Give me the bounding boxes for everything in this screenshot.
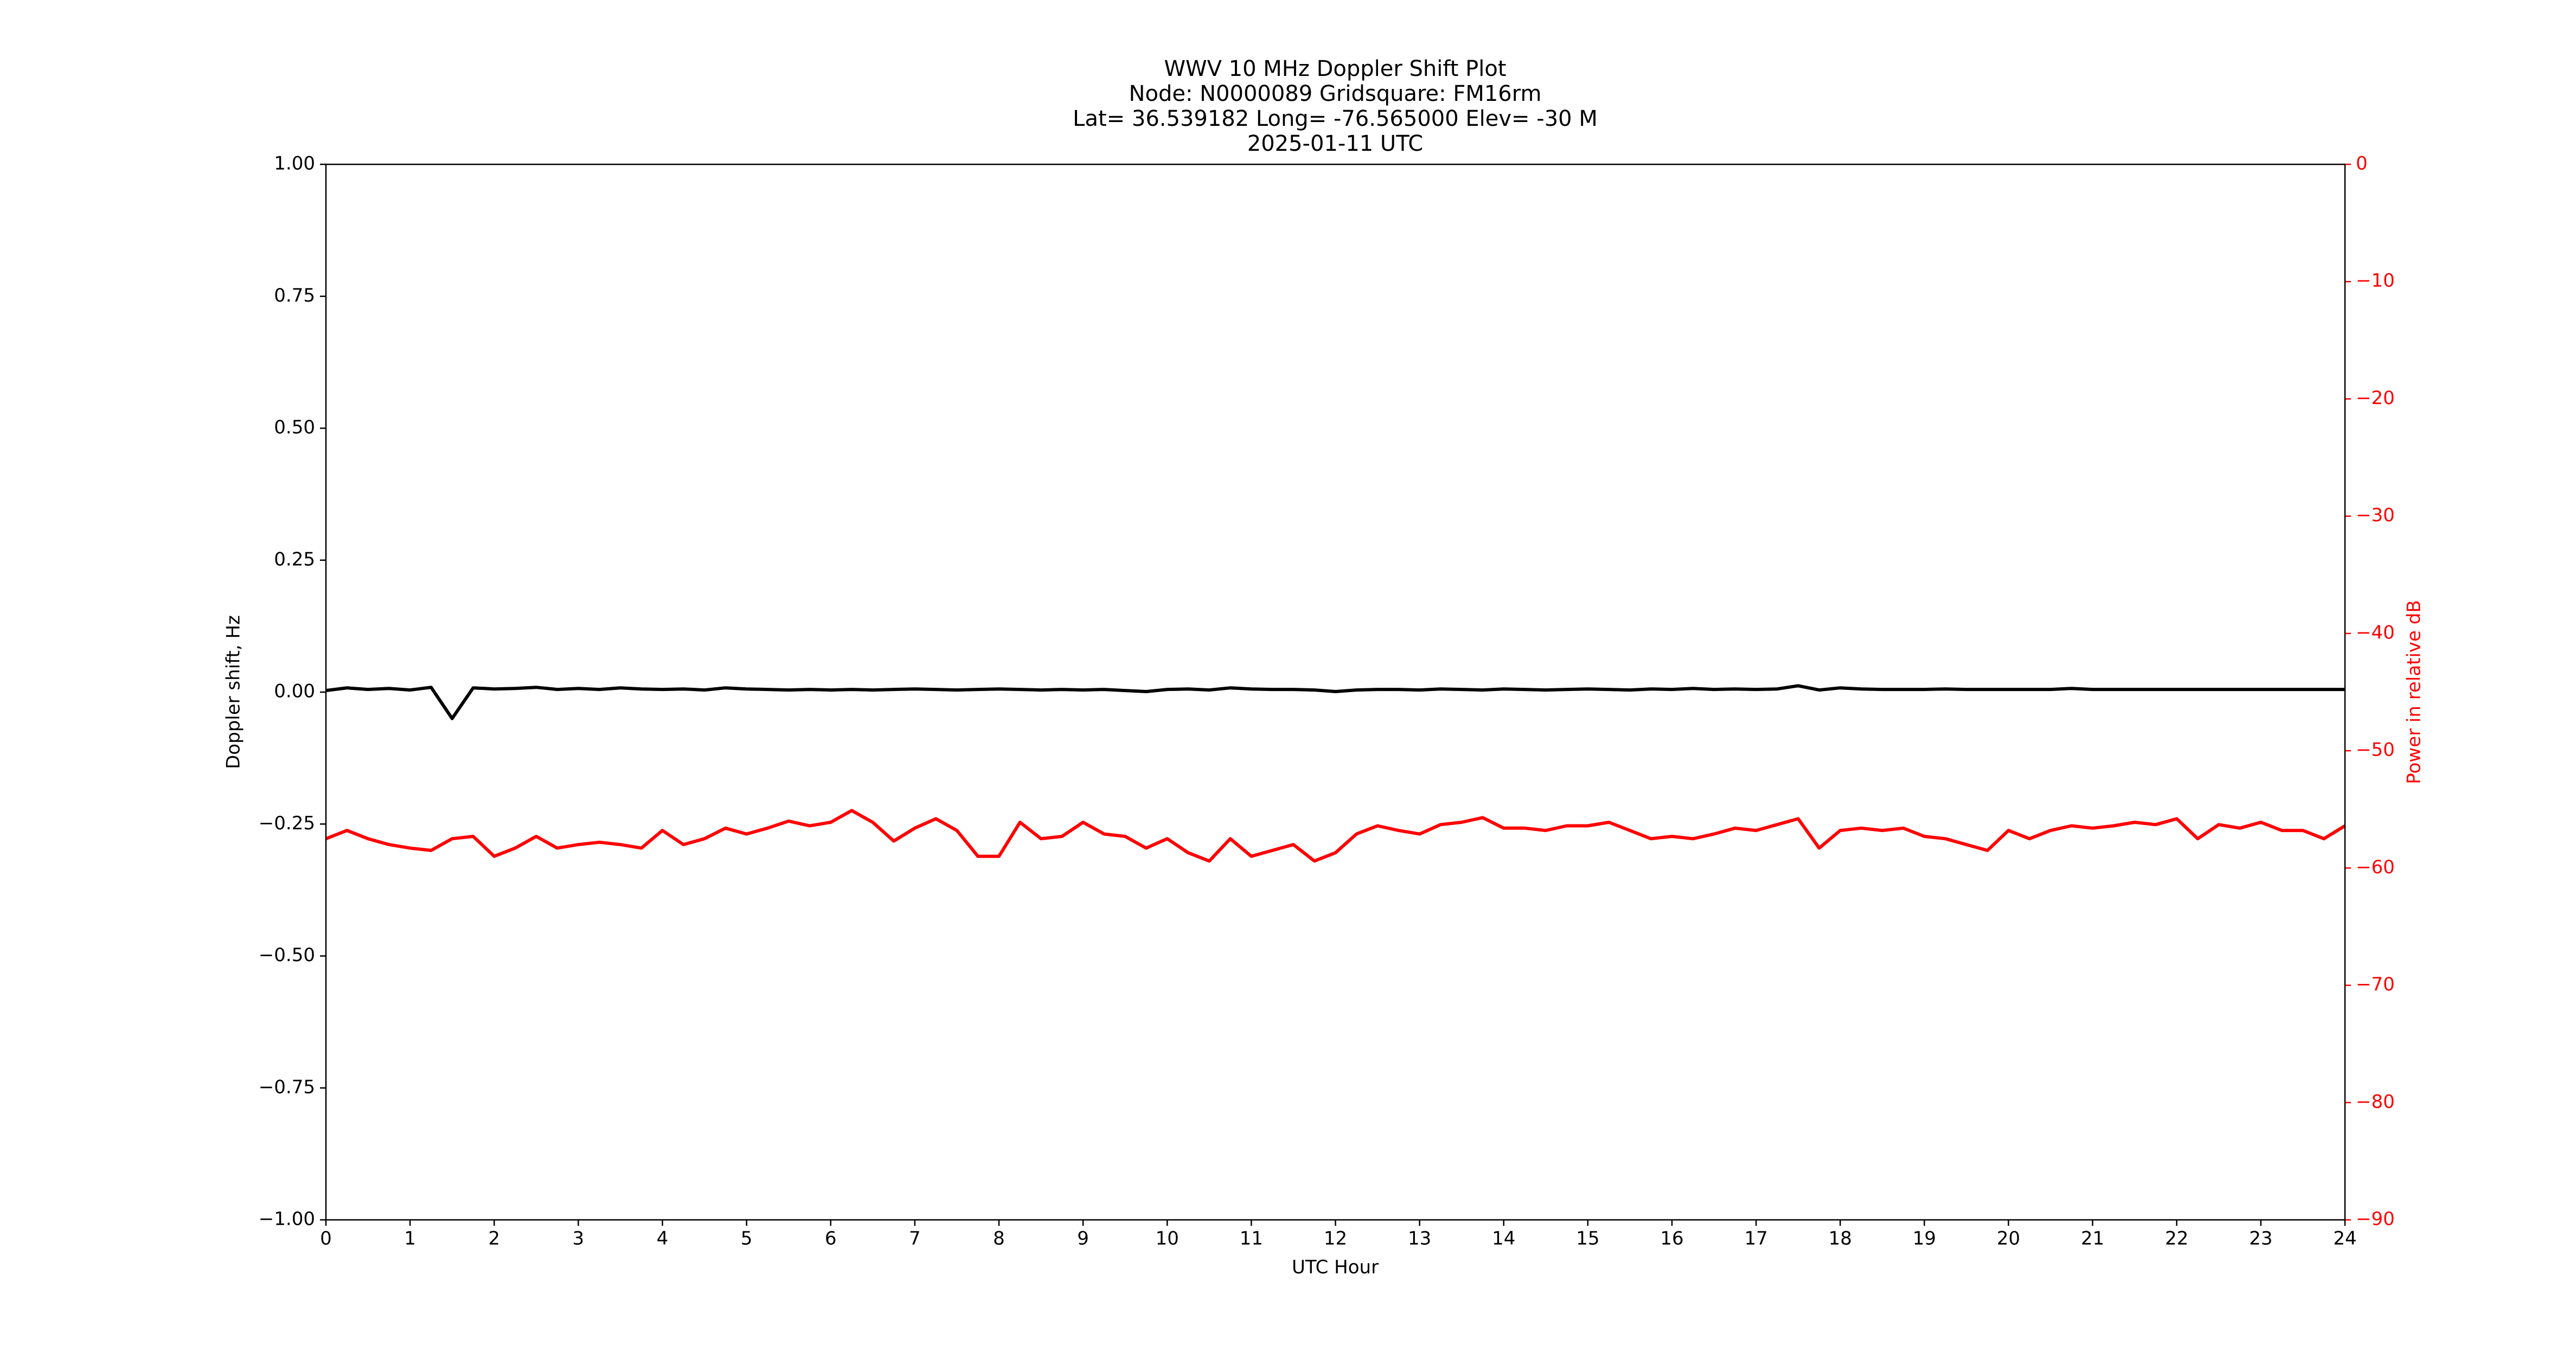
y-tick-label: 0.50 — [274, 417, 315, 438]
x-tick-label: 9 — [1077, 1228, 1089, 1250]
x-tick-label: 6 — [825, 1228, 837, 1250]
y-tick-label: 0.25 — [274, 548, 315, 570]
y-tick-label: −0.75 — [259, 1076, 315, 1098]
y-tick-label: 1.00 — [274, 153, 315, 175]
x-tick-label: 20 — [1997, 1228, 2020, 1250]
x-axis-label: UTC Hour — [1292, 1257, 1379, 1278]
y2-tick-label: −80 — [2356, 1091, 2395, 1112]
x-tick-label: 19 — [1913, 1228, 1936, 1250]
x-tick-label: 22 — [2165, 1228, 2188, 1250]
plot-frame — [325, 163, 2346, 1221]
x-tick-label: 10 — [1156, 1228, 1179, 1250]
y2-tick-label: −50 — [2356, 739, 2395, 761]
x-tick-label: 5 — [741, 1228, 753, 1250]
y-tick-label: −0.25 — [259, 813, 315, 834]
y2-tick-label: −20 — [2356, 387, 2395, 409]
x-tick-label: 13 — [1408, 1228, 1431, 1250]
chart-subtitle: 2025-01-11 UTC — [1247, 131, 1423, 156]
x-tick-label: 17 — [1744, 1228, 1767, 1250]
y2-tick-label: −90 — [2356, 1208, 2395, 1230]
y-tick-label: 0.00 — [274, 681, 315, 702]
x-tick-label: 3 — [573, 1228, 585, 1250]
x-tick-label: 24 — [2333, 1228, 2356, 1250]
x-tick-label: 12 — [1324, 1228, 1347, 1250]
x-tick-label: 15 — [1576, 1228, 1599, 1250]
y-tick-label: −1.00 — [259, 1208, 315, 1230]
y-tick-label: −0.50 — [259, 944, 315, 966]
x-tick-label: 1 — [404, 1228, 416, 1250]
chart-title: WWV 10 MHz Doppler Shift Plot — [1164, 56, 1506, 81]
y-tick-label: 0.75 — [274, 285, 315, 306]
chart-subtitle: Lat= 36.539182 Long= -76.565000 Elev= -3… — [1073, 106, 1598, 131]
x-tick-label: 23 — [2249, 1228, 2272, 1250]
x-tick-label: 21 — [2081, 1228, 2104, 1250]
series-line — [325, 809, 2346, 863]
x-tick-label: 14 — [1492, 1228, 1515, 1250]
y2-tick-label: −70 — [2356, 974, 2395, 995]
x-tick-label: 7 — [909, 1228, 921, 1250]
x-tick-label: 8 — [993, 1228, 1005, 1250]
y2-axis-label: Power in relative dB — [2404, 600, 2425, 784]
y-axis-label: Doppler shift, Hz — [223, 615, 245, 769]
x-tick-label: 4 — [657, 1228, 669, 1250]
y2-tick-label: −30 — [2356, 504, 2395, 526]
x-tick-label: 0 — [320, 1228, 332, 1250]
x-tick-label: 18 — [1829, 1228, 1852, 1250]
y2-tick-label: −60 — [2356, 856, 2395, 878]
x-tick-label: 2 — [488, 1228, 500, 1250]
x-tick-label: 11 — [1240, 1228, 1263, 1250]
y2-tick-label: −10 — [2356, 270, 2395, 292]
x-tick-label: 16 — [1660, 1228, 1683, 1250]
series-line — [325, 684, 2345, 720]
y2-tick-label: −40 — [2356, 622, 2395, 643]
chart-subtitle: Node: N0000089 Gridsquare: FM16rm — [1129, 81, 1542, 106]
y2-tick-label: 0 — [2356, 153, 2368, 175]
